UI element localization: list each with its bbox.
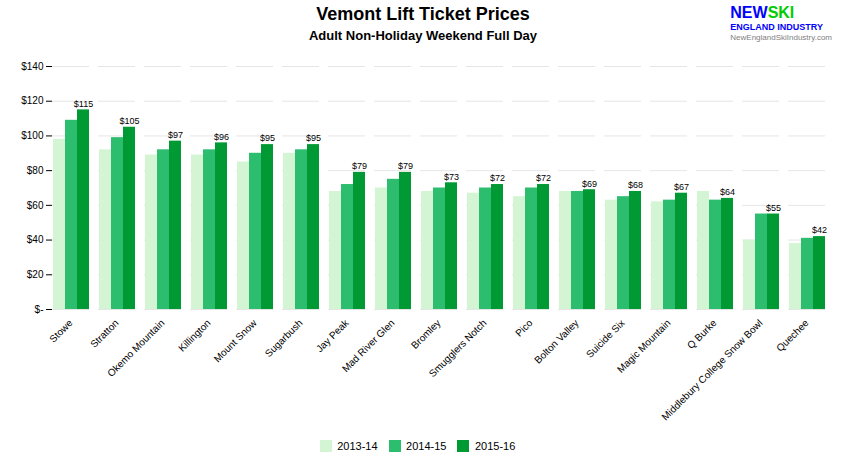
svg-text:Magic Mountain: Magic Mountain: [615, 317, 673, 375]
svg-text:$72: $72: [536, 173, 551, 183]
svg-text:Suicide Six: Suicide Six: [584, 317, 627, 360]
svg-text:$97: $97: [168, 130, 183, 140]
svg-text:$55: $55: [766, 203, 781, 213]
svg-text:$60: $60: [27, 200, 44, 211]
svg-text:$96: $96: [214, 132, 229, 142]
svg-text:$73: $73: [444, 172, 459, 182]
svg-text:$68: $68: [628, 180, 643, 190]
svg-text:$115: $115: [74, 99, 93, 109]
svg-text:$67: $67: [674, 182, 689, 192]
html-text:NEW SKI: NEW SKI: [730, 4, 795, 21]
svg-text:Middlebury College Snow Bowl: Middlebury College Snow Bowl: [659, 317, 764, 422]
svg-text:Quechee: Quechee: [774, 317, 811, 354]
svg-text:Killington: Killington: [176, 317, 212, 353]
svg-text:$100: $100: [21, 130, 44, 141]
svg-text:$20: $20: [27, 269, 44, 280]
html-text:2013-14: 2013-14: [337, 439, 378, 452]
svg-text:$105: $105: [119, 116, 139, 126]
svg-text:Jay Peak: Jay Peak: [314, 317, 352, 355]
svg-text:$95: $95: [260, 133, 275, 143]
svg-text:Mad River Glen: Mad River Glen: [340, 317, 397, 374]
html-text:2015-16: 2015-16: [474, 439, 516, 452]
svg-text:Pico: Pico: [513, 317, 535, 339]
svg-text:$-: $-: [35, 304, 44, 315]
html-text:ENGLAND INDUSTRY: ENGLAND INDUSTRY: [730, 22, 823, 33]
svg-text:Mount Snow: Mount Snow: [212, 317, 260, 365]
svg-text:$140: $140: [21, 61, 44, 72]
svg-text:Sugarbush: Sugarbush: [263, 317, 305, 359]
svg-text:$42: $42: [812, 225, 827, 235]
svg-text:Stowe: Stowe: [47, 317, 75, 345]
svg-text:$69: $69: [582, 179, 597, 189]
svg-text:$40: $40: [27, 234, 44, 245]
html-text:NewEnglandSkiIndustry.com: NewEnglandSkiIndustry.com: [730, 32, 832, 42]
svg-text:Bromley: Bromley: [409, 317, 443, 351]
svg-text:Q Burke: Q Burke: [685, 317, 719, 351]
html-text:Adult Non-Holiday Weekend Full: Adult Non-Holiday Weekend Full Day: [309, 28, 537, 43]
svg-text:$79: $79: [352, 161, 367, 171]
svg-text:$120: $120: [21, 95, 44, 106]
html-text:2014-15: 2014-15: [406, 439, 447, 452]
html-text:Vemont Lift Ticket Prices: Vemont Lift Ticket Prices: [316, 4, 530, 24]
svg-text:$64: $64: [720, 187, 735, 197]
svg-text:Bolton Valley: Bolton Valley: [532, 317, 581, 366]
svg-text:$72: $72: [490, 173, 505, 183]
svg-text:Stratton: Stratton: [88, 317, 121, 350]
svg-text:Smugglers Notch: Smugglers Notch: [427, 317, 489, 379]
svg-text:$79: $79: [398, 161, 413, 171]
svg-text:Okemo Mountain: Okemo Mountain: [105, 317, 167, 379]
svg-text:$95: $95: [306, 133, 321, 143]
svg-text:$80: $80: [27, 165, 44, 176]
